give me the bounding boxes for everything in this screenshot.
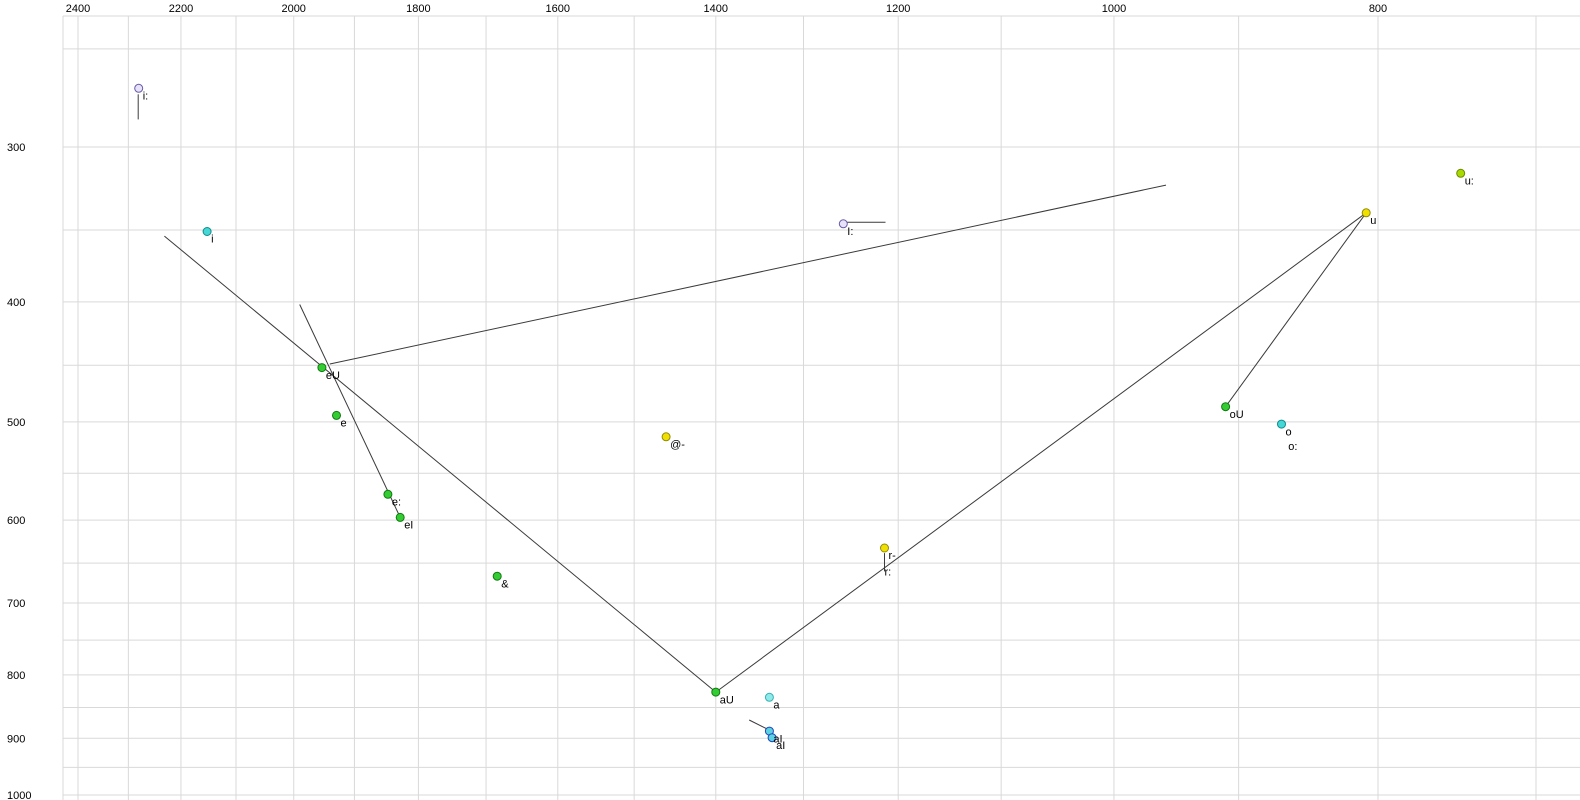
trajectory-u-to-oU bbox=[1225, 212, 1367, 407]
vowel-point bbox=[1456, 168, 1466, 178]
vowel-label: @- bbox=[670, 439, 685, 451]
vowel-point bbox=[134, 83, 144, 93]
vowel-label: i bbox=[211, 234, 213, 246]
vowel-point bbox=[1277, 419, 1286, 429]
x-tick-label: 1400 bbox=[704, 3, 728, 15]
trajectory-u-to-aU bbox=[715, 212, 1367, 693]
vowel-label: u: bbox=[1465, 176, 1474, 188]
y-tick-label: 700 bbox=[7, 598, 25, 610]
y-tick-label: 1000 bbox=[7, 790, 31, 800]
vowel-label: aI bbox=[773, 733, 782, 745]
vowel-label: r- bbox=[889, 550, 897, 562]
vowel-label: eU bbox=[326, 370, 340, 382]
x-tick-label: 1000 bbox=[1102, 3, 1126, 15]
vowel-point bbox=[332, 410, 341, 420]
vowel-point bbox=[711, 687, 721, 697]
annotation-label: o: bbox=[1288, 441, 1297, 453]
annotation-label: r: bbox=[885, 566, 892, 578]
y-tick-label: 900 bbox=[7, 733, 25, 745]
vowel-label: oU bbox=[1230, 409, 1244, 421]
x-tick-label: 2200 bbox=[169, 3, 193, 15]
vowel-point bbox=[383, 489, 393, 499]
trajectory-eU-offglide bbox=[329, 184, 1167, 365]
vowel-label: e bbox=[341, 418, 347, 430]
vowel-point bbox=[661, 432, 671, 442]
y-tick-label: 500 bbox=[7, 417, 25, 429]
x-tick-label: 800 bbox=[1369, 3, 1387, 15]
vowel-point bbox=[317, 363, 327, 373]
x-tick-label: 1200 bbox=[886, 3, 910, 15]
vowel-label: i: bbox=[143, 91, 149, 103]
x-tick-label: 1800 bbox=[406, 3, 430, 15]
y-tick-label: 300 bbox=[7, 142, 25, 154]
vowel-point bbox=[1221, 402, 1231, 412]
vowel-label: eI bbox=[404, 520, 413, 532]
vowel-point bbox=[202, 227, 212, 236]
vowel-label: u bbox=[1370, 215, 1376, 227]
vowel-point bbox=[764, 692, 774, 702]
vowel-point bbox=[880, 543, 889, 553]
y-tick-label: 800 bbox=[7, 670, 25, 682]
vowel-label: I: bbox=[847, 226, 853, 238]
trajectory-i-to-aU bbox=[164, 235, 717, 693]
vowel-label: o bbox=[1286, 426, 1292, 438]
vowel-point bbox=[1361, 208, 1371, 218]
y-tick-label: 400 bbox=[7, 297, 25, 309]
vowel-point bbox=[767, 733, 777, 743]
vowel-label: a bbox=[773, 700, 780, 712]
vowel-label: e: bbox=[392, 497, 401, 509]
vowel-point bbox=[492, 571, 502, 581]
y-tick-label: 600 bbox=[7, 515, 25, 527]
vowel-label: aU bbox=[720, 694, 734, 706]
trajectory-onset-to-eI bbox=[299, 304, 401, 518]
x-tick-label: 2000 bbox=[281, 3, 305, 15]
x-tick-label: 1600 bbox=[546, 3, 570, 15]
vowel-label: aI bbox=[776, 740, 785, 752]
vowel-label: & bbox=[501, 578, 509, 590]
vowel-point bbox=[838, 219, 848, 229]
vowel-point bbox=[395, 512, 405, 522]
x-tick-label: 2400 bbox=[66, 3, 90, 15]
trajectory-aU-to-aI bbox=[748, 719, 768, 730]
